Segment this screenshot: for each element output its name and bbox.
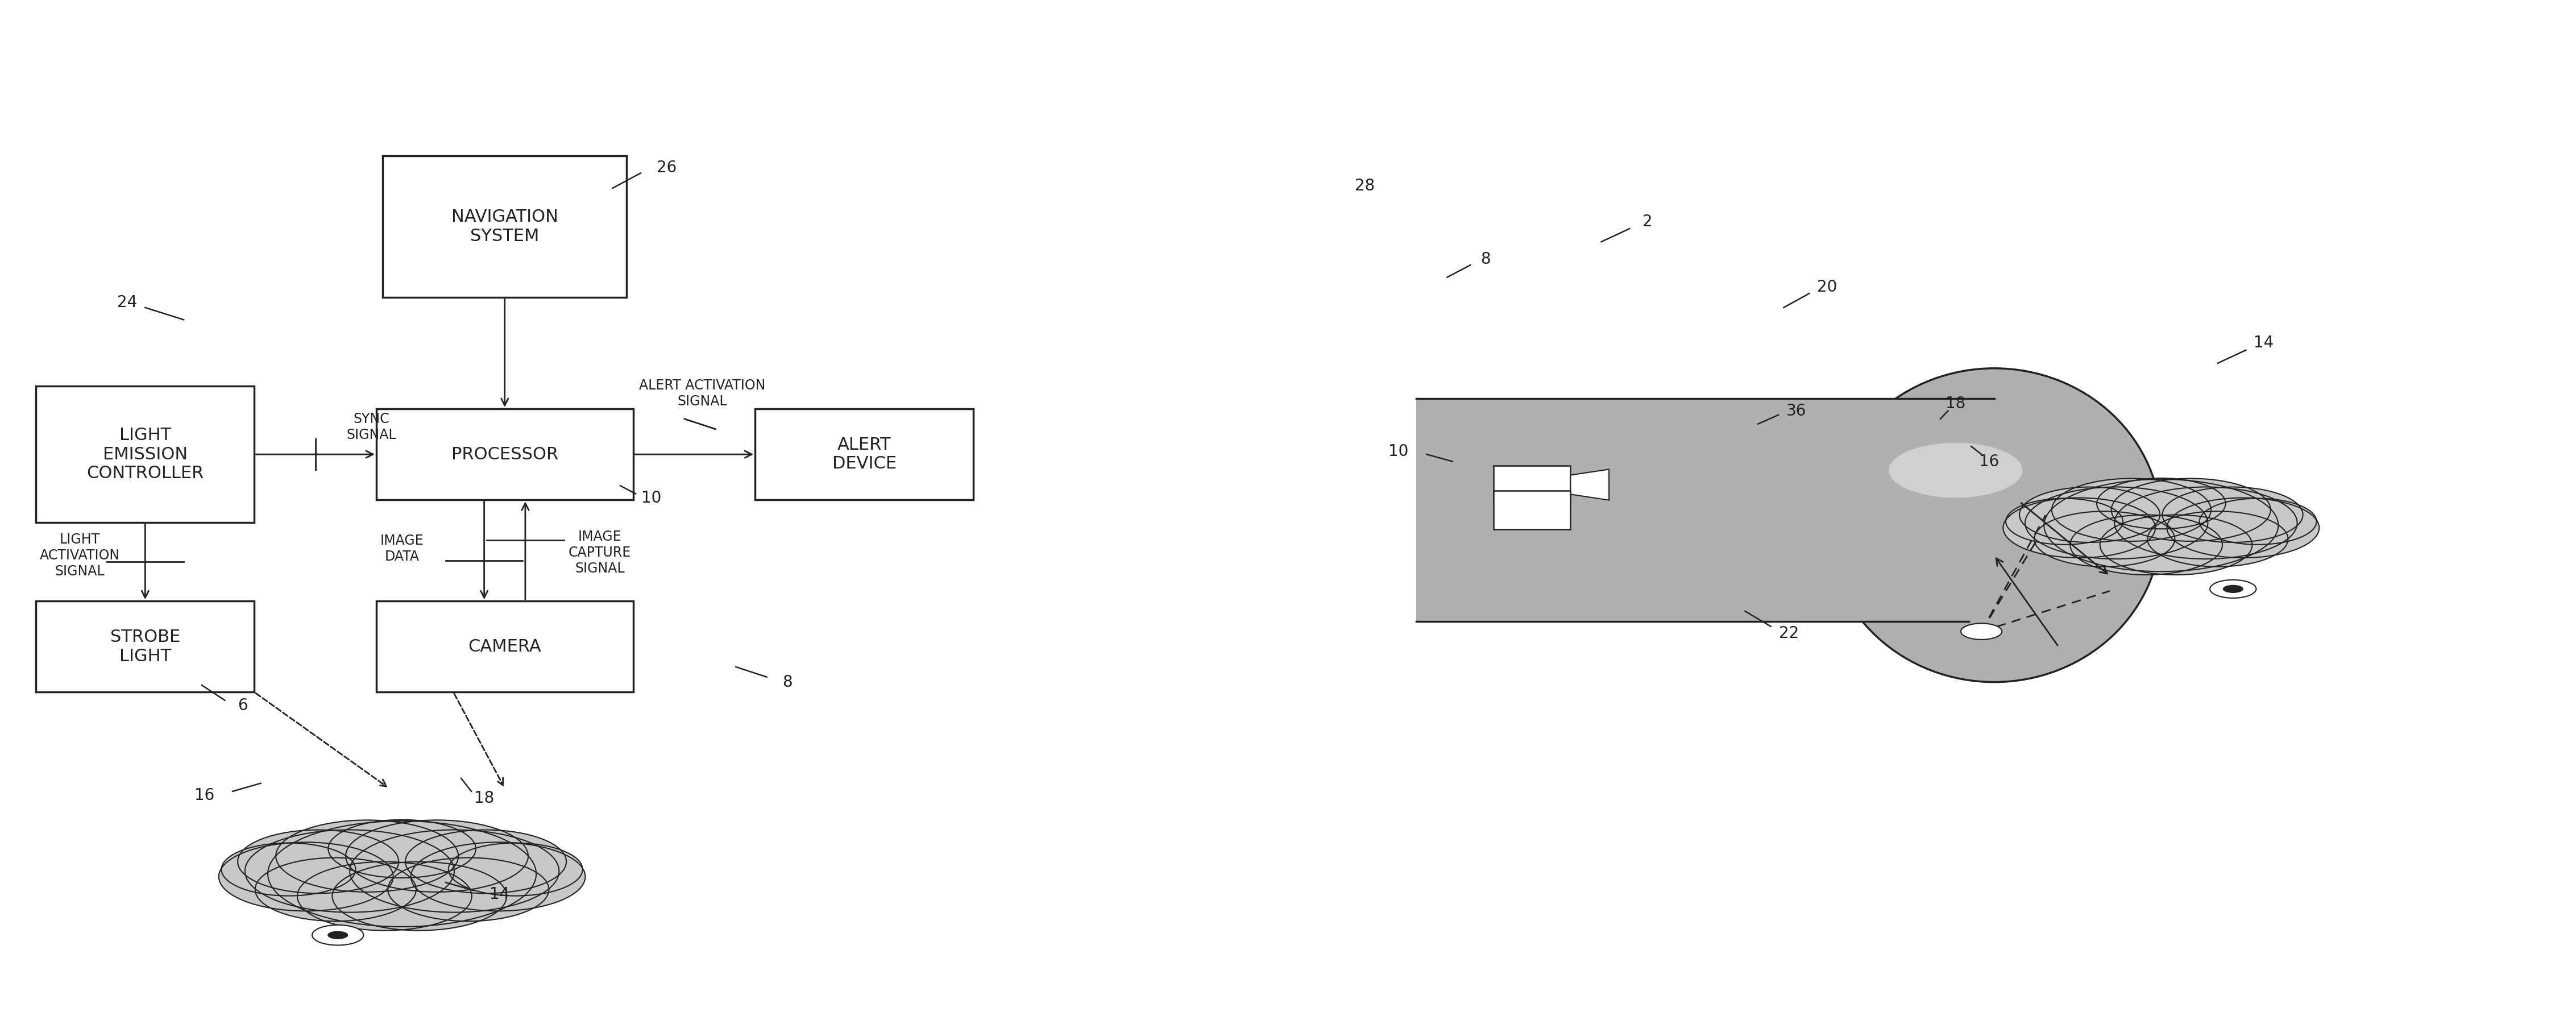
Circle shape: [2166, 498, 2318, 558]
Text: PROCESSOR: PROCESSOR: [451, 446, 559, 463]
Text: LIGHT
EMISSION
CONTROLLER: LIGHT EMISSION CONTROLLER: [88, 427, 204, 481]
Text: 16: 16: [193, 787, 214, 804]
Text: 6: 6: [237, 698, 247, 713]
Text: 20: 20: [1816, 279, 1837, 296]
Circle shape: [296, 862, 471, 930]
Text: 8: 8: [783, 674, 793, 690]
Circle shape: [2148, 511, 2287, 567]
Ellipse shape: [1888, 443, 2022, 498]
Text: STROBE
LIGHT: STROBE LIGHT: [111, 629, 180, 664]
Text: 16: 16: [1978, 454, 1999, 469]
Polygon shape: [1571, 469, 1610, 500]
Text: 14: 14: [489, 886, 510, 903]
Circle shape: [2210, 579, 2257, 598]
Ellipse shape: [1826, 368, 2161, 682]
Text: 14: 14: [2254, 335, 2275, 351]
Circle shape: [2025, 487, 2208, 559]
Bar: [36, 386, 255, 522]
Circle shape: [237, 830, 399, 894]
Text: LIGHT
ACTIVATION
SIGNAL: LIGHT ACTIVATION SIGNAL: [39, 532, 121, 578]
Bar: [1417, 399, 1904, 621]
Circle shape: [410, 843, 585, 911]
Circle shape: [2020, 487, 2159, 543]
Circle shape: [2097, 478, 2226, 529]
Circle shape: [2050, 478, 2210, 542]
Text: 2: 2: [1643, 213, 1654, 229]
Text: 36: 36: [1785, 403, 1806, 419]
Bar: [1417, 399, 1904, 621]
Circle shape: [345, 820, 528, 892]
Circle shape: [2223, 584, 2244, 593]
Bar: [376, 409, 634, 500]
Circle shape: [219, 843, 394, 911]
Circle shape: [268, 821, 536, 927]
Circle shape: [2007, 499, 2123, 545]
Circle shape: [222, 843, 355, 896]
Bar: [1494, 465, 1571, 504]
Circle shape: [2161, 487, 2303, 543]
Text: 24: 24: [116, 295, 137, 310]
Circle shape: [1960, 623, 2002, 640]
Text: IMAGE
CAPTURE
SIGNAL: IMAGE CAPTURE SIGNAL: [569, 529, 631, 575]
Text: CAMERA: CAMERA: [469, 639, 541, 655]
Circle shape: [404, 830, 567, 894]
Text: NAVIGATION
SYSTEM: NAVIGATION SYSTEM: [451, 209, 559, 245]
Circle shape: [255, 858, 417, 921]
Bar: [1494, 491, 1571, 529]
Text: 28: 28: [1355, 178, 1376, 194]
Text: IMAGE
DATA: IMAGE DATA: [381, 533, 425, 563]
Circle shape: [2115, 487, 2298, 559]
Circle shape: [2112, 478, 2269, 542]
Text: 8: 8: [1481, 251, 1492, 267]
Text: 10: 10: [1388, 444, 1409, 459]
Text: 18: 18: [474, 790, 495, 807]
Text: ALERT ACTIVATION
SIGNAL: ALERT ACTIVATION SIGNAL: [639, 378, 765, 408]
Circle shape: [327, 820, 477, 878]
Text: 22: 22: [1780, 625, 1798, 642]
Circle shape: [2200, 499, 2316, 545]
Circle shape: [389, 858, 549, 921]
Circle shape: [2035, 511, 2174, 567]
Text: 26: 26: [657, 160, 677, 175]
Circle shape: [350, 830, 559, 912]
Circle shape: [312, 925, 363, 946]
Circle shape: [2004, 498, 2156, 558]
Circle shape: [276, 820, 459, 892]
Circle shape: [2043, 479, 2277, 571]
Circle shape: [245, 830, 453, 912]
Circle shape: [2071, 515, 2223, 575]
Text: 18: 18: [1945, 396, 1965, 412]
Bar: [36, 601, 255, 693]
Bar: [376, 601, 634, 693]
Bar: [384, 156, 626, 298]
Bar: [1891, 399, 1917, 621]
Text: 10: 10: [641, 490, 662, 506]
Text: SYNC
SIGNAL: SYNC SIGNAL: [345, 412, 397, 442]
Text: ALERT
DEVICE: ALERT DEVICE: [832, 437, 896, 472]
Circle shape: [448, 843, 582, 896]
Circle shape: [327, 931, 348, 939]
Circle shape: [2099, 515, 2251, 575]
Bar: [755, 409, 974, 500]
Circle shape: [332, 862, 507, 930]
